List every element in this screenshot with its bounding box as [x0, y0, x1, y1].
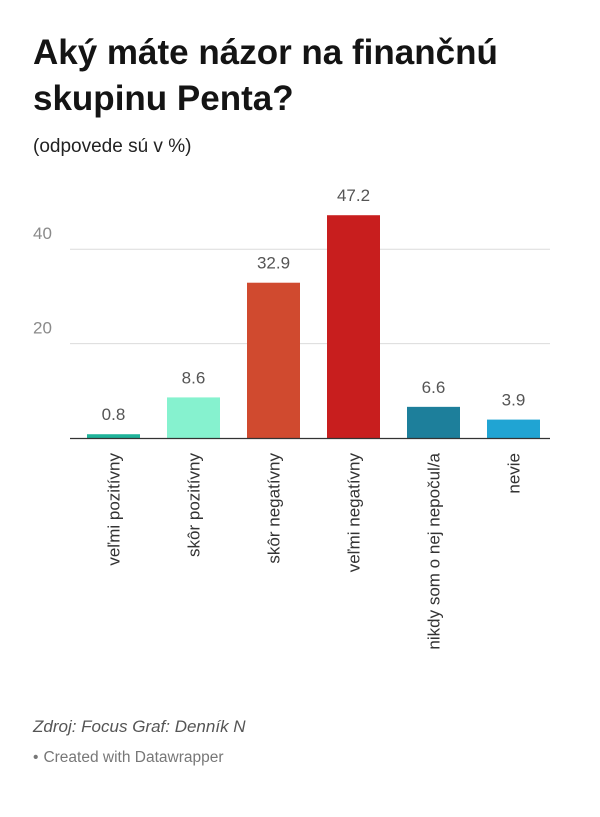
credit-line: • Created with Datawrapper	[33, 749, 224, 767]
data-label: 3.9	[502, 391, 526, 410]
data-label: 47.2	[337, 186, 370, 205]
bar	[87, 434, 140, 438]
credit-bullet: •	[33, 749, 39, 766]
bar	[327, 215, 380, 438]
bar	[487, 419, 540, 438]
category-label: veľmi negatívny	[345, 453, 364, 573]
data-label: 6.6	[422, 378, 446, 397]
category-label: nikdy som o nej nepočul/a	[425, 452, 444, 649]
chart-subtitle: (odpovede sú v %)	[33, 136, 192, 157]
bar	[247, 282, 300, 438]
category-label: skôr negatívny	[265, 453, 284, 564]
category-label: nevie	[505, 453, 524, 494]
bar-chart: 20 40 0.8 veľmi pozitívny 8.6 skôr pozitívny 3…	[33, 186, 550, 650]
chart-title: Aký máte názor na finančnú skupinu Penta…	[33, 33, 498, 118]
category-label: veľmi pozitívny	[105, 453, 124, 566]
data-label: 32.9	[257, 254, 290, 273]
y-tick-label: 20	[33, 319, 52, 338]
data-label: 8.6	[182, 368, 206, 387]
bar	[407, 406, 460, 438]
credit-text: Created with Datawrapper	[43, 749, 224, 766]
category-label: skôr pozitívny	[185, 453, 204, 557]
source-note: Zdroj: Focus Graf: Denník N	[33, 717, 246, 736]
data-label: 0.8	[102, 405, 126, 424]
y-tick-label: 40	[33, 224, 52, 243]
bar	[167, 397, 220, 438]
